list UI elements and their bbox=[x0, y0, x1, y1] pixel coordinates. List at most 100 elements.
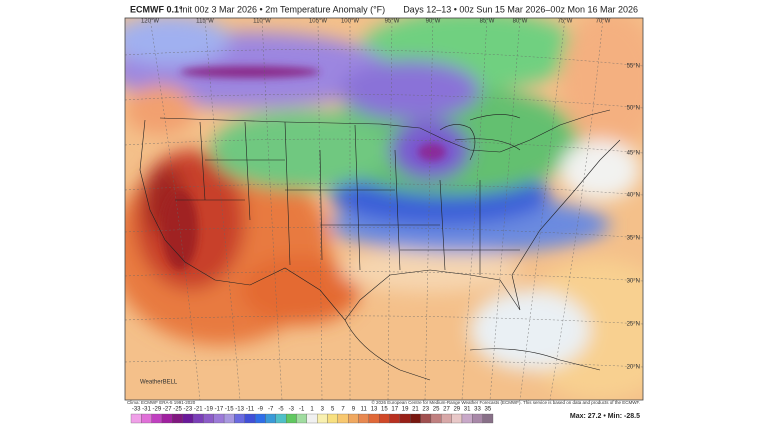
colorbar-label: 15 bbox=[381, 407, 388, 413]
colorbar-swatch bbox=[151, 413, 163, 424]
latitude-label: 20°N bbox=[627, 365, 640, 371]
longitude-label: 95°W bbox=[385, 19, 400, 25]
colorbar-swatch bbox=[441, 413, 452, 424]
colorbar-label: 7 bbox=[341, 407, 345, 413]
colorbar-swatch bbox=[161, 413, 173, 424]
latitude-label: 25°N bbox=[627, 322, 640, 328]
colorbar-label: -27 bbox=[163, 407, 172, 413]
logo: WeatherBELL bbox=[140, 380, 178, 386]
longitude-label: 80°W bbox=[513, 19, 528, 25]
colorbar-label: -11 bbox=[246, 407, 255, 413]
latitude-label: 40°N bbox=[627, 193, 640, 199]
grid-lines bbox=[125, 18, 643, 400]
model-name: ECMWF 0.1° bbox=[130, 4, 183, 14]
colorbar-label: -25 bbox=[173, 407, 182, 413]
colorbar-swatch bbox=[244, 413, 256, 424]
longitude-label: 110°W bbox=[253, 19, 271, 25]
colorbar-label: -5 bbox=[278, 407, 284, 413]
colorbar-label: 33 bbox=[474, 407, 481, 413]
colorbar-swatch bbox=[379, 413, 390, 424]
colorbar-label: -7 bbox=[268, 407, 274, 413]
colorbar-swatch bbox=[192, 413, 204, 424]
colorbar-label: -1 bbox=[299, 407, 305, 413]
colorbar-label: 11 bbox=[361, 407, 368, 413]
latitude-label: 30°N bbox=[627, 279, 640, 285]
colorbar-swatch bbox=[306, 413, 318, 424]
colorbar-label: -33 bbox=[132, 407, 141, 413]
colorbar-swatch bbox=[358, 413, 370, 424]
latitude-label: 45°N bbox=[627, 151, 640, 157]
colorbar-label: 17 bbox=[391, 407, 398, 413]
colorbar-label: -21 bbox=[194, 407, 203, 413]
colorbar-label: -3 bbox=[289, 407, 295, 413]
colorbar-label: 29 bbox=[453, 407, 460, 413]
latitude-label: 55°N bbox=[627, 64, 640, 70]
colorbar-swatch bbox=[389, 413, 401, 424]
colorbar-label: 27 bbox=[443, 407, 450, 413]
colorbar-swatch bbox=[482, 413, 494, 424]
colorbar-label: -23 bbox=[184, 407, 193, 413]
colorbar-swatch bbox=[348, 413, 359, 424]
colorbar-label: 21 bbox=[412, 407, 419, 413]
colorbar-swatch bbox=[327, 413, 339, 424]
climatology-note: Clima: ECMWF ERA-5 1991-2020 bbox=[127, 400, 196, 405]
credit: © 2026 European Centre for Medium-Range … bbox=[371, 399, 640, 405]
colorbar-swatch bbox=[420, 413, 432, 424]
longitude-labels: 120°W 115°W 110°W 105°W 100°W 95°W 90°W 85°W 80°… bbox=[141, 19, 611, 25]
colorbar-swatch bbox=[296, 413, 307, 424]
valid-time: Days 12–13 • 00z Sun 15 Mar 2026–00z Mon… bbox=[403, 4, 638, 14]
colorbar-label: 19 bbox=[402, 407, 409, 413]
colorbar-label: 31 bbox=[464, 407, 471, 413]
colorbar-swatch bbox=[285, 413, 297, 424]
longitude-label: 105°W bbox=[309, 19, 327, 25]
colorbar-swatch bbox=[399, 413, 411, 424]
colorbar-label: 25 bbox=[433, 407, 440, 413]
colorbar-label: -31 bbox=[142, 407, 151, 413]
longitude-label: 100°W bbox=[341, 19, 359, 25]
colorbar-label: -15 bbox=[225, 407, 234, 413]
colorbar-swatch bbox=[130, 413, 142, 424]
colorbar-swatch bbox=[182, 413, 194, 424]
longitude-label: 115°W bbox=[196, 19, 214, 25]
longitude-label: 75°W bbox=[558, 19, 573, 25]
colorbar-label: -17 bbox=[215, 407, 224, 413]
longitude-label: 90°W bbox=[426, 19, 441, 25]
header: ECMWF 0.1° Init 00z 3 Mar 2026 • 2m Temp… bbox=[130, 4, 638, 14]
colorbar-label: 9 bbox=[352, 407, 356, 413]
political-borders bbox=[139, 109, 621, 381]
longitude-label: 85°W bbox=[480, 19, 495, 25]
colorbar-label: 13 bbox=[371, 407, 378, 413]
colorbar-swatch bbox=[254, 413, 266, 424]
colorbar-label: -13 bbox=[235, 407, 244, 413]
colorbar-label: 3 bbox=[321, 407, 325, 413]
colorbar-swatch bbox=[234, 413, 245, 424]
colorbar-swatch bbox=[141, 413, 152, 424]
max-min: Max: 27.2 • Min: -28.5 bbox=[570, 413, 640, 420]
map-title: Init 00z 3 Mar 2026 • 2m Temperature Ano… bbox=[180, 4, 385, 14]
colorbar-label: 23 bbox=[422, 407, 429, 413]
colorbar-label: 1 bbox=[310, 407, 314, 413]
latitude-label: 35°N bbox=[627, 236, 640, 242]
colorbar-swatch bbox=[172, 413, 183, 424]
colorbar-label: 35 bbox=[484, 407, 491, 413]
colorbar-swatch bbox=[472, 413, 483, 424]
colorbar-swatch bbox=[265, 413, 276, 424]
colorbar-swatch bbox=[451, 413, 463, 424]
colorbar-swatch bbox=[275, 413, 287, 424]
colorbar-swatch bbox=[410, 413, 421, 424]
colorbar-label: -19 bbox=[204, 407, 213, 413]
colorbar-label: 5 bbox=[331, 407, 335, 413]
colorbar-swatch bbox=[317, 413, 328, 424]
colorbar-swatch bbox=[203, 413, 214, 424]
colorbar: -33 -31 -29 -27 -25 -23 -21 -19 -17 -15 -13 -11 -9 -7… bbox=[130, 407, 494, 424]
colorbar-swatch bbox=[430, 413, 442, 424]
longitude-label: 70°W bbox=[596, 19, 611, 25]
latitude-labels: 55°N 50°N 45°N 40°N 35°N 30°N 25°N 20°N bbox=[627, 64, 640, 371]
colorbar-label: -29 bbox=[153, 407, 162, 413]
colorbar-swatch bbox=[368, 413, 380, 424]
anomaly-field: WeatherBELL bbox=[125, 18, 643, 400]
longitude-label: 120°W bbox=[141, 19, 159, 25]
map-frame bbox=[124, 17, 644, 401]
footer: Clima: ECMWF ERA-5 1991-2020 © 2026 Euro… bbox=[127, 399, 640, 420]
